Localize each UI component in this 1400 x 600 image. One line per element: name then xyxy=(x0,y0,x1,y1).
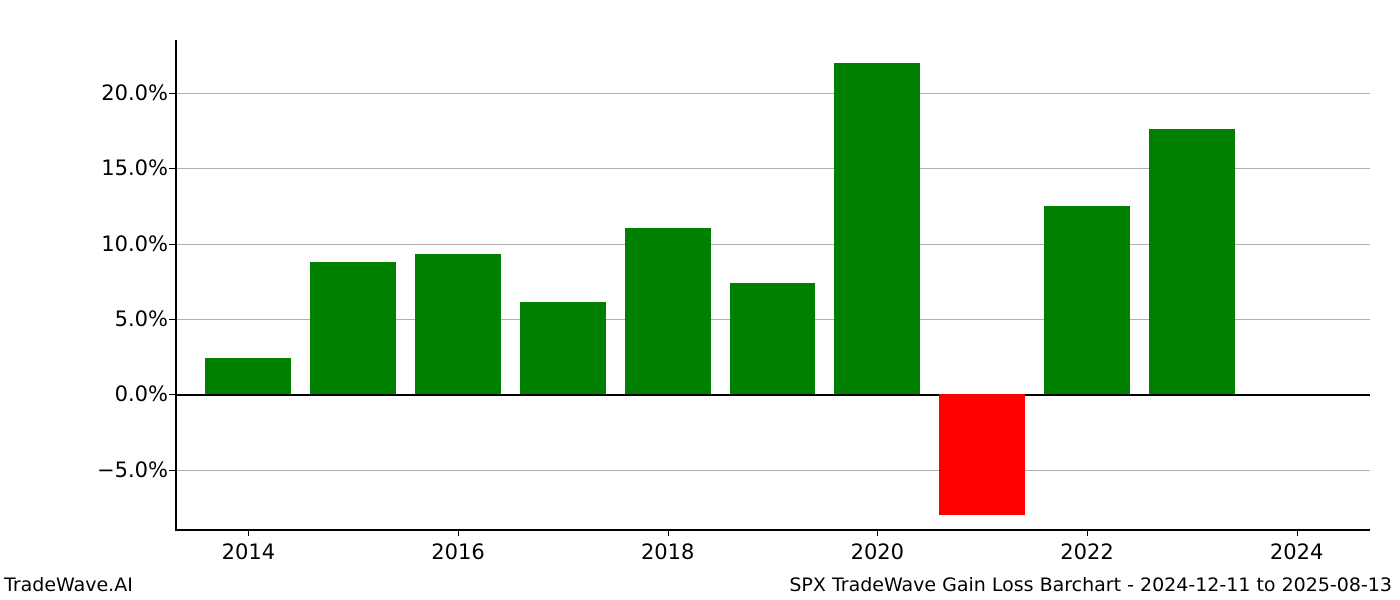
y-tick-mark xyxy=(169,93,175,94)
bar-2019 xyxy=(730,283,816,395)
x-tick-mark xyxy=(458,530,459,536)
y-axis-spine xyxy=(175,40,177,530)
y-tick-mark xyxy=(169,394,175,395)
x-tick-label: 2024 xyxy=(1270,540,1323,564)
y-tick-label: −5.0% xyxy=(68,458,168,482)
x-tick-mark xyxy=(877,530,878,536)
x-tick-label: 2014 xyxy=(222,540,275,564)
y-tick-mark xyxy=(169,470,175,471)
y-tick-mark xyxy=(169,319,175,320)
bar-2021 xyxy=(939,394,1025,515)
bar-2014 xyxy=(205,358,291,394)
bar-2020 xyxy=(834,63,920,395)
zero-line xyxy=(175,394,1370,396)
y-tick-label: 20.0% xyxy=(68,81,168,105)
y-tick-mark xyxy=(169,168,175,169)
bar-2015 xyxy=(310,262,396,395)
bar-2023 xyxy=(1149,129,1235,394)
bar-2016 xyxy=(415,254,501,394)
x-tick-mark xyxy=(248,530,249,536)
gridline xyxy=(175,470,1370,471)
y-tick-mark xyxy=(169,244,175,245)
footer-right-text: SPX TradeWave Gain Loss Barchart - 2024-… xyxy=(789,574,1392,596)
x-axis-spine xyxy=(175,529,1370,531)
x-tick-label: 2016 xyxy=(431,540,484,564)
gridline xyxy=(175,93,1370,94)
x-tick-label: 2020 xyxy=(851,540,904,564)
plot-area xyxy=(175,40,1370,530)
bar-2018 xyxy=(625,228,711,394)
chart-plot-area xyxy=(175,40,1370,530)
y-tick-label: 5.0% xyxy=(68,307,168,331)
bar-2017 xyxy=(520,302,606,394)
x-tick-label: 2018 xyxy=(641,540,694,564)
y-tick-label: 0.0% xyxy=(68,382,168,406)
x-tick-mark xyxy=(1087,530,1088,536)
footer-left-text: TradeWave.AI xyxy=(4,574,133,596)
x-tick-mark xyxy=(668,530,669,536)
y-tick-label: 15.0% xyxy=(68,156,168,180)
x-tick-mark xyxy=(1297,530,1298,536)
bar-2022 xyxy=(1044,206,1130,394)
x-tick-label: 2022 xyxy=(1060,540,1113,564)
y-tick-label: 10.0% xyxy=(68,232,168,256)
